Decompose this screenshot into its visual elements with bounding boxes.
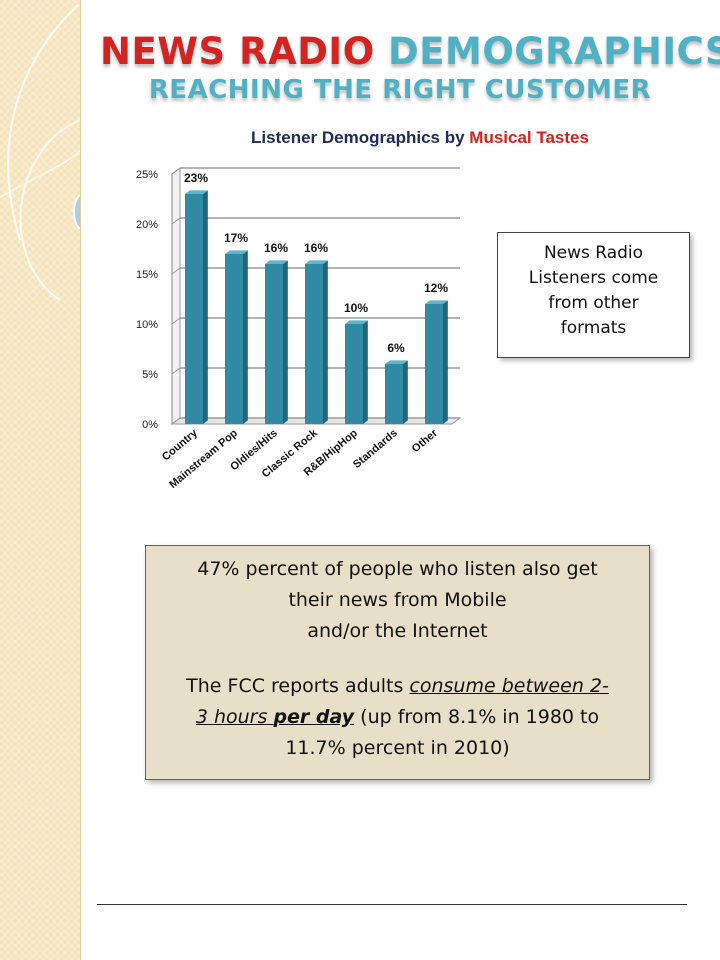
fcc-text: The FCC reports adults [186,675,410,697]
bar-top [305,260,328,264]
y-tick-label: 25% [136,169,158,181]
data-label: 16% [304,241,328,255]
bar-front [305,264,323,424]
bar-side [243,250,248,424]
fcc-range-end-text: 11.7% percent in 2010) [285,737,510,759]
bar [265,260,288,424]
bar-side [203,190,208,424]
bar-top [185,190,208,194]
bar-side [403,360,408,424]
bar-front [225,254,243,424]
callout-other-formats: News Radio Listeners come from other for… [497,232,690,358]
y-tick-label: 10% [136,319,158,331]
fcc-consume-text: consume between 2- [409,675,609,697]
title-word-demographics: DEMOGRAPHICS [388,30,720,73]
x-tick-label: Standards [351,427,400,471]
bar-side [363,320,368,424]
bar-front [385,364,403,424]
fcc-statement: The FCC reports adults consume between 2… [152,671,643,764]
bar-side [323,260,328,424]
data-label: 12% [424,281,448,295]
gridline-side [171,417,181,425]
bar-chart: 0%5%10%15%20%25% 23%Country17%Mainstream … [136,167,462,491]
page-title: NEWS RADIO DEMOGRAPHICS [100,30,720,74]
bar [345,320,368,424]
y-tick-label: 5% [142,369,158,381]
fcc-per-day-text: per day [273,706,355,728]
data-label: 23% [184,171,208,185]
y-tick-label: 0% [142,419,158,431]
bar-front [185,194,203,424]
bar-front [425,304,443,424]
chart-title: Listener Demographics by Musical Tastes [140,128,700,148]
data-label: 10% [344,301,368,315]
fcc-hours-text: 3 hours [195,706,274,728]
bar [225,250,248,424]
callout-line: Listeners come [528,268,659,288]
bar-top [345,320,368,324]
callout-line: from other [548,293,639,313]
footer-divider [97,904,687,905]
stat-line: 47% percent of people who listen also ge… [197,558,598,580]
gridline-side [171,267,181,275]
data-label: 17% [224,231,248,245]
bar-top [385,360,408,364]
gridline-side [171,367,181,375]
callout-news-stats: 47% percent of people who listen also ge… [145,545,650,780]
bar-top [265,260,288,264]
gridline-side [171,317,181,325]
bar-front [265,264,283,424]
bar [185,190,208,424]
page-subtitle: REACHING THE RIGHT CUSTOMER [148,75,652,105]
bar [305,260,328,424]
gridline-side [171,167,181,175]
bar-side [443,300,448,424]
data-label: 6% [387,341,405,355]
data-label: 16% [264,241,288,255]
bar [425,300,448,424]
swirl-decoration-icon [0,4,80,301]
bar [385,360,408,424]
bar-side [283,260,288,424]
bar-top [425,300,448,304]
title-word-news-radio: NEWS RADIO [100,30,375,73]
callout-line: News Radio [543,243,644,263]
callout-line: formats [560,318,627,338]
y-tick-label: 15% [136,269,158,281]
stat-line: and/or the Internet [307,620,488,642]
decorative-sidebar [0,0,81,960]
bar-top [225,250,248,254]
chart-title-part2: Musical Tastes [469,128,589,147]
bar-front [345,324,363,424]
gridline-side [171,217,181,225]
fcc-range-text: (up from 8.1% in 1980 to [354,706,600,728]
x-tick-label: Other [410,427,441,456]
chart-side-wall [171,167,181,425]
stat-line: their news from Mobile [288,589,507,611]
y-tick-label: 20% [136,219,158,231]
x-tick-label: Mainstream Pop [167,427,240,491]
chart-title-part1: Listener Demographics by [251,128,465,147]
